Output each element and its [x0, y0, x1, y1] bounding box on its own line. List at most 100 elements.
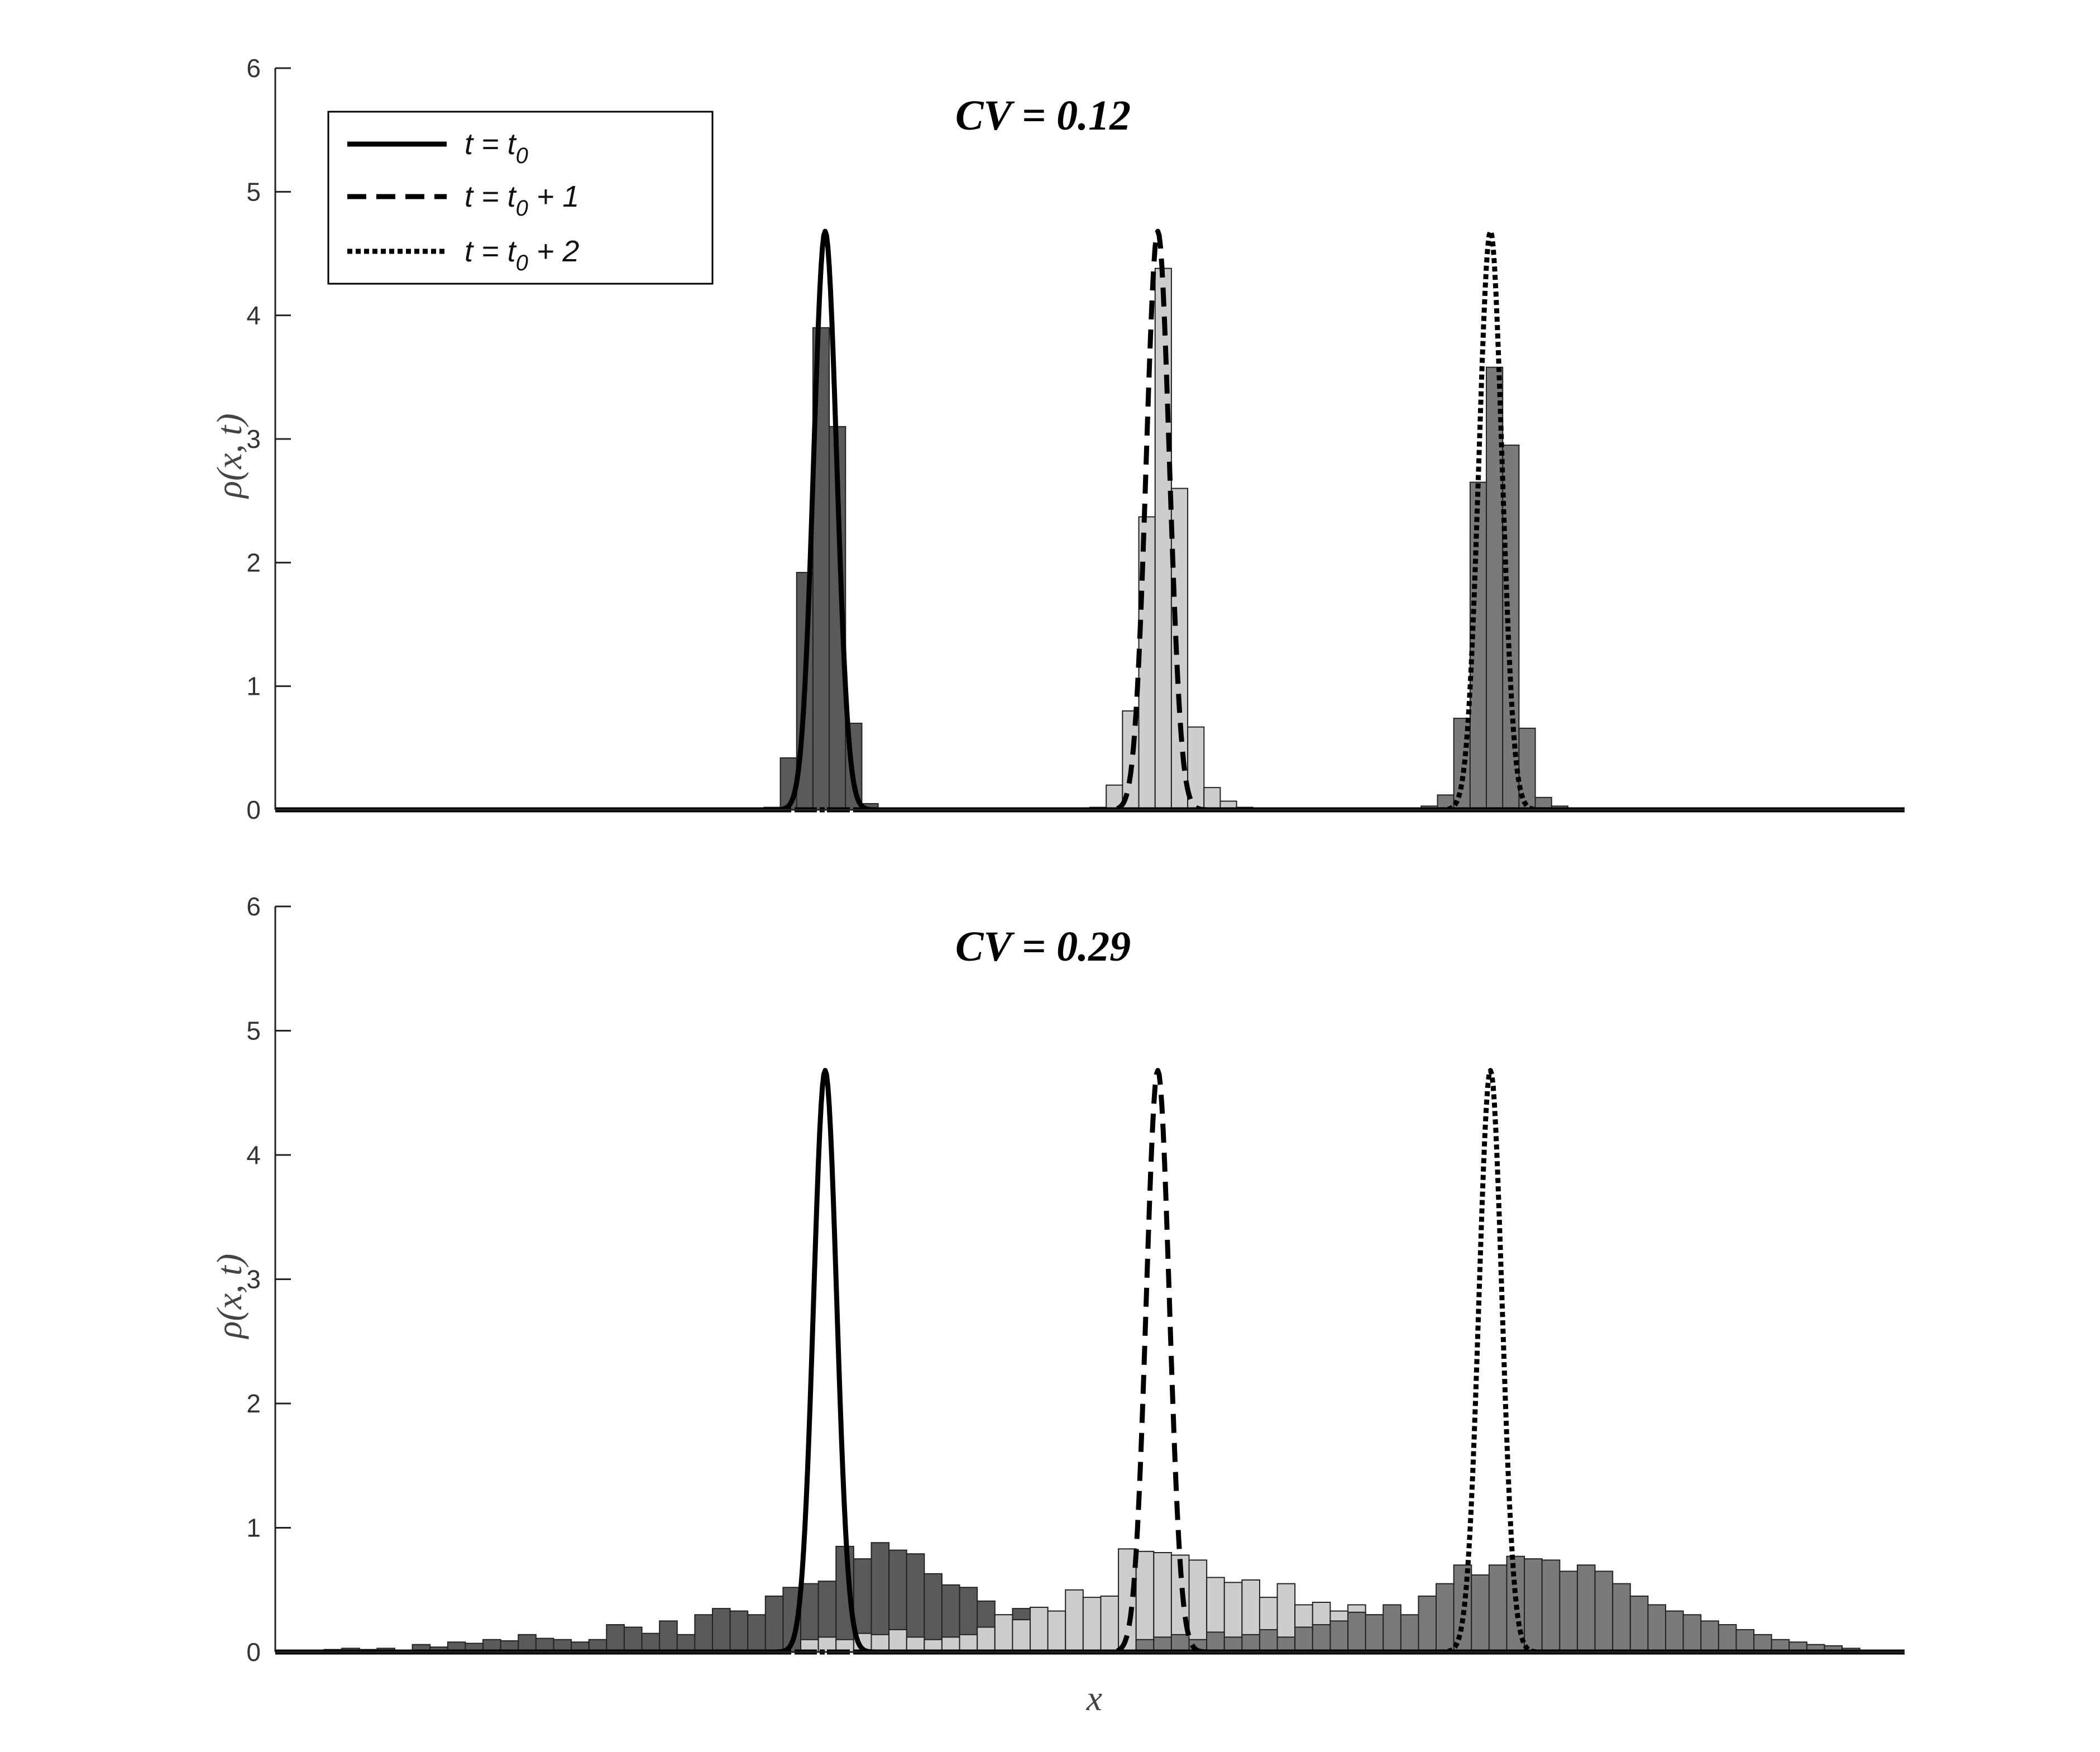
histogram-mid — [1135, 1555, 1878, 1653]
bottom-panel: CV = 0.29 0 1 2 3 4 5 6 ρ(x, t) — [209, 892, 1906, 1667]
panel-title: CV = 0.12 — [955, 92, 1131, 139]
density-curve-dashed — [274, 1068, 1906, 1655]
histogram-bar — [1082, 1597, 1102, 1653]
y-tick-label: 3 — [246, 1265, 261, 1294]
histogram-bar — [1012, 1619, 1031, 1653]
histogram-bar — [1100, 1595, 1120, 1653]
histogram-light — [1089, 268, 1254, 811]
histogram-bar — [623, 1626, 643, 1653]
histogram-bar — [1471, 1574, 1490, 1653]
histogram-bar — [1312, 1624, 1331, 1653]
histogram-bar — [1753, 1634, 1772, 1653]
histogram-bar — [1188, 1559, 1208, 1653]
histogram-bar — [1506, 1555, 1525, 1653]
histogram-bar — [1418, 1595, 1437, 1653]
histogram-bar — [606, 1624, 625, 1653]
histogram-bar — [1154, 268, 1172, 810]
histogram-bar — [1241, 1634, 1260, 1653]
y-tick-label: 1 — [246, 672, 261, 701]
y-tick-label: 1 — [246, 1514, 261, 1543]
histogram-bar — [1524, 1558, 1543, 1653]
histogram-bar — [1138, 516, 1156, 810]
histogram-bar — [1347, 1611, 1366, 1653]
histogram-bar — [1206, 1631, 1225, 1653]
histogram-dark — [763, 327, 895, 811]
histogram-bar — [1576, 1564, 1596, 1653]
legend-label: t = t0 — [465, 127, 528, 168]
histogram-bar — [1170, 1634, 1190, 1653]
histogram-bar — [659, 1620, 678, 1653]
histogram-bar — [1735, 1629, 1755, 1653]
legend-label: t = t0 + 1 — [465, 180, 579, 221]
histogram-bar — [1594, 1570, 1614, 1653]
y-tick-label: 4 — [246, 301, 261, 330]
histogram-bar — [888, 1629, 907, 1653]
legend-entry-dashed: t = t0 + 1 — [347, 180, 579, 221]
density-curve-solid — [274, 1068, 1906, 1655]
density-curve-dotted — [274, 228, 1906, 813]
histogram-bar — [1135, 1550, 1155, 1653]
histogram-bar — [747, 1614, 766, 1653]
density-curve-dashed — [274, 228, 1906, 813]
histogram-bar — [711, 1608, 731, 1653]
histogram-bar — [729, 1610, 749, 1653]
x-axis-label: x — [1086, 1678, 1102, 1718]
legend-entry-dotted: t = t0 + 2 — [347, 235, 579, 275]
histogram-bar — [870, 1634, 890, 1653]
histogram-bar — [994, 1614, 1013, 1653]
histogram-bar — [1400, 1614, 1419, 1653]
histogram-bar — [1647, 1604, 1667, 1653]
histogram-bar — [1559, 1570, 1578, 1653]
histogram-bar — [1294, 1626, 1313, 1653]
density-curve-dotted — [274, 1068, 1906, 1655]
y-tick-label: 5 — [246, 1016, 261, 1046]
histogram-bar — [518, 1634, 537, 1653]
histogram-bar — [641, 1632, 661, 1653]
histogram-bar — [1665, 1610, 1684, 1653]
histogram-bar — [764, 1595, 784, 1653]
histogram-bar — [1502, 445, 1520, 810]
y-tick-label: 5 — [246, 177, 261, 206]
histogram-bar — [1259, 1629, 1278, 1653]
y-tick-label: 0 — [246, 1638, 261, 1667]
histogram-bar — [1612, 1583, 1631, 1653]
histogram-bar — [1329, 1620, 1349, 1653]
histogram-bar — [1629, 1595, 1649, 1653]
histogram-bar — [977, 1626, 996, 1653]
legend: t = t0 t = t0 + 1 t = t0 + 2 — [327, 111, 714, 285]
histogram-bar — [1436, 1583, 1455, 1653]
histogram-bar — [1118, 1548, 1137, 1653]
histogram-bar — [1488, 1564, 1508, 1653]
histogram-mid — [1420, 366, 1585, 811]
panel-title: CV = 0.29 — [955, 923, 1131, 970]
histogram-bar — [676, 1634, 696, 1653]
histogram-bar — [1203, 787, 1221, 811]
histogram-bar — [1541, 1559, 1561, 1653]
histogram-bar — [1047, 1610, 1066, 1653]
y-tick-label: 6 — [246, 892, 261, 921]
y-tick-label: 4 — [246, 1140, 261, 1169]
y-tick-label: 6 — [246, 54, 261, 83]
legend-label: t = t0 + 2 — [465, 235, 579, 275]
y-axis-label: ρ(x, t) — [209, 1254, 249, 1340]
y-axis-label: ρ(x, t) — [209, 413, 249, 499]
y-tick-label: 2 — [246, 548, 261, 577]
legend-entry-solid: t = t0 — [347, 127, 528, 168]
histogram-bar — [1718, 1624, 1737, 1653]
histogram-bar — [1365, 1614, 1384, 1653]
histogram-bar — [924, 1573, 943, 1653]
histogram-bar — [906, 1553, 925, 1653]
top-panel: CV = 0.12 0 1 2 3 4 5 6 ρ(x, t) — [209, 54, 1906, 824]
histogram-bar — [1065, 1589, 1084, 1653]
y-tick-label: 0 — [246, 795, 261, 824]
histogram-bar — [1700, 1620, 1719, 1653]
histogram-bar — [1486, 366, 1504, 810]
y-tick-label: 2 — [246, 1389, 261, 1418]
histogram-bar — [959, 1634, 978, 1653]
y-tick-label: 3 — [246, 424, 261, 453]
histogram-bar — [694, 1614, 713, 1653]
histogram-bar — [1682, 1614, 1702, 1653]
density-curve-solid — [274, 228, 1906, 813]
histogram-bar — [1030, 1606, 1049, 1653]
